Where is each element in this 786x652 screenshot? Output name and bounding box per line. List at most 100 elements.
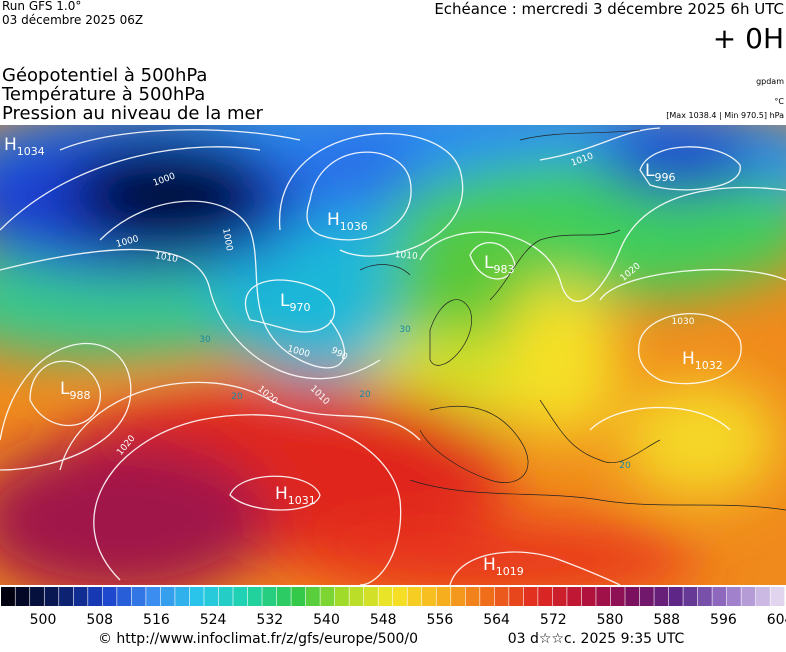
- colorbar-label: 532: [256, 612, 283, 628]
- colorbar-swatch: [218, 587, 233, 606]
- colorbar-swatch: [451, 587, 465, 606]
- colorbar-label: 548: [370, 612, 397, 628]
- center-letter: H: [4, 135, 17, 155]
- colorbar-swatch: [422, 587, 436, 606]
- pressure-center: L988: [60, 379, 90, 402]
- colorbar-swatch: [59, 587, 73, 606]
- colorbar-swatch: [204, 587, 219, 606]
- field-title: Pression au niveau de la mer: [2, 103, 264, 124]
- colorbar-swatch: [117, 587, 132, 606]
- pressure-center: H1032: [682, 349, 723, 372]
- colorbar-swatch: [189, 587, 204, 606]
- colorbar-swatch: [233, 587, 248, 606]
- colorbar-swatch: [755, 587, 770, 606]
- colorbar-swatch: [88, 587, 103, 606]
- colorbar: 500 508 516 524 532 540 548 556 564 572 580 588 596 6…: [1, 587, 786, 628]
- colorbar-swatch: [668, 587, 683, 606]
- colorbar-swatch: [596, 587, 611, 606]
- colorbar-swatch: [276, 587, 291, 606]
- colorbar-swatch: [160, 587, 175, 606]
- colorbar-label: 572: [540, 612, 567, 628]
- colorbar-swatch: [349, 587, 364, 606]
- colorbar-label: 588: [653, 612, 680, 628]
- center-letter: H: [327, 210, 340, 230]
- temperature-label: 20: [619, 461, 631, 471]
- colorbar-label: 564: [483, 612, 510, 628]
- colorbar-swatch: [494, 587, 509, 606]
- colorbar-label: 508: [86, 612, 113, 628]
- center-value: 1019: [496, 565, 524, 578]
- colorbar-swatch: [697, 587, 712, 606]
- colorbar-swatch: [131, 587, 146, 606]
- colorbar-label: 596: [710, 612, 737, 628]
- center-letter: L: [484, 253, 494, 273]
- center-letter: L: [280, 291, 290, 311]
- center-letter: H: [682, 349, 695, 369]
- pressure-center: H1019: [483, 555, 524, 578]
- colorbar-swatch: [15, 587, 30, 606]
- run-date: 03 décembre 2025 06Z: [2, 13, 143, 27]
- pressure-center: L970: [280, 291, 310, 314]
- colorbar-swatch: [683, 587, 698, 606]
- colorbar-swatch: [1, 587, 15, 606]
- center-letter: L: [645, 161, 655, 181]
- colorbar-swatch: [480, 587, 495, 606]
- colorbar-swatch: [262, 587, 277, 606]
- colorbar-swatch: [465, 587, 480, 606]
- isobar-label: 1010: [154, 251, 179, 265]
- colorbar-swatch: [581, 587, 596, 606]
- colorbar-swatch: [247, 587, 262, 606]
- center-value: 970: [289, 301, 310, 314]
- isobar-label: 1030: [672, 317, 695, 327]
- colorbar-swatch: [538, 587, 553, 606]
- footer-timestamp: 03 d☆☆c. 2025 9:35 UTC: [508, 631, 685, 647]
- colorbar-swatch: [30, 587, 44, 606]
- center-value: 983: [493, 263, 514, 276]
- unit-label: [Max 1038.4 | Min 970.5] hPa: [666, 111, 784, 120]
- pressure-center: H1031: [275, 484, 316, 507]
- colorbar-swatch: [523, 587, 538, 606]
- center-value: 1031: [288, 494, 316, 507]
- isobar-label: 1010: [394, 250, 418, 262]
- temperature-label: 30: [199, 335, 211, 345]
- colorbar-swatch: [334, 587, 349, 606]
- pressure-center: L996: [645, 161, 675, 184]
- colorbar-label: 556: [427, 612, 454, 628]
- pressure-center: H1036: [327, 210, 368, 233]
- colorbar-label: 500: [30, 612, 57, 628]
- temperature-label: 20: [359, 390, 371, 400]
- colorbar-swatch: [741, 587, 756, 606]
- colorbar-label: 604: [767, 612, 786, 628]
- echeance: Echéance : mercredi 3 décembre 2025 6h U…: [434, 0, 784, 18]
- isobar-label: 1000: [220, 228, 234, 253]
- center-letter: H: [275, 484, 288, 504]
- unit-label: °C: [774, 97, 784, 106]
- colorbar-swatch: [363, 587, 378, 606]
- colorbar-swatch: [610, 587, 625, 606]
- offset: + 0H: [713, 22, 784, 55]
- map: [0, 125, 786, 585]
- colorbar-label: 540: [313, 612, 340, 628]
- colorbar-swatch: [175, 587, 190, 606]
- colorbar-swatch: [291, 587, 306, 606]
- colorbar-label: 516: [143, 612, 170, 628]
- center-value: 996: [654, 171, 675, 184]
- colorbar-swatch: [509, 587, 524, 606]
- colorbar-swatch: [436, 587, 451, 606]
- colorbar-swatch: [567, 587, 582, 606]
- field-title: Géopotentiel à 500hPa: [2, 65, 207, 86]
- colorbar-swatch: [639, 587, 654, 606]
- footer-url: © http://www.infoclimat.fr/z/gfs/europe/…: [98, 631, 418, 647]
- center-value: 1032: [695, 359, 723, 372]
- colorbar-swatch: [407, 587, 422, 606]
- colorbar-swatch: [393, 587, 407, 606]
- colorbar-label: 524: [200, 612, 227, 628]
- colorbar-swatch: [102, 587, 117, 606]
- pressure-center: H1034: [4, 135, 45, 158]
- colorbar-swatch: [146, 587, 161, 606]
- center-value: 1036: [340, 220, 368, 233]
- center-letter: H: [483, 555, 496, 575]
- pressure-center: L983: [484, 253, 514, 276]
- center-value: 988: [69, 389, 90, 402]
